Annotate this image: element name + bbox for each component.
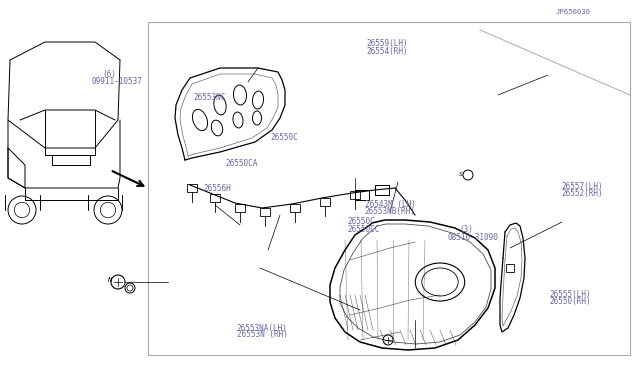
Text: 26550(RH): 26550(RH) (549, 297, 591, 306)
Text: 26550C: 26550C (348, 217, 375, 226)
Text: 26553N (RH): 26553N (RH) (237, 330, 287, 339)
Text: 26554(RH): 26554(RH) (366, 47, 408, 56)
Text: S: S (459, 171, 463, 176)
Text: 26559(LH): 26559(LH) (366, 39, 408, 48)
Bar (148, 22, 630, 355)
Bar (235, 204, 245, 212)
Text: 26550CA: 26550CA (225, 159, 258, 168)
Bar (350, 191, 360, 199)
Bar (290, 204, 300, 212)
Text: 26553NC: 26553NC (193, 93, 226, 102)
Bar (355, 190, 369, 200)
Bar (506, 264, 514, 272)
Bar (375, 185, 389, 195)
Text: (3): (3) (460, 225, 474, 234)
Text: 26550CC: 26550CC (348, 225, 380, 234)
Text: 26555(LH): 26555(LH) (549, 290, 591, 299)
Text: 26553NB(RH): 26553NB(RH) (365, 207, 415, 216)
Text: N: N (107, 277, 111, 283)
Bar (260, 208, 270, 216)
Text: 26550C: 26550C (270, 133, 298, 142)
Bar (187, 184, 197, 192)
Text: 26553NA(LH): 26553NA(LH) (237, 324, 287, 333)
Bar (210, 194, 220, 202)
Bar (320, 198, 330, 206)
Text: 26552(RH): 26552(RH) (562, 189, 604, 198)
Text: 08510-31090: 08510-31090 (448, 233, 499, 242)
Text: 09911-10537: 09911-10537 (92, 77, 142, 86)
Text: JP650030: JP650030 (556, 9, 591, 15)
Text: (6): (6) (102, 70, 116, 79)
Text: 26556H: 26556H (204, 185, 231, 193)
Text: 26543M (LH): 26543M (LH) (365, 200, 415, 209)
Text: 26557(LH): 26557(LH) (562, 182, 604, 191)
